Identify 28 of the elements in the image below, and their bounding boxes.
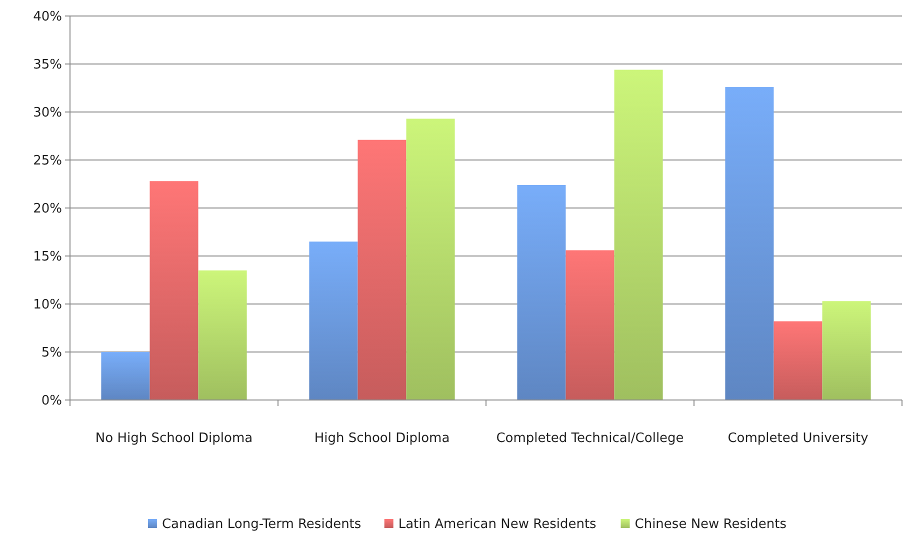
bar — [198, 270, 247, 400]
bar — [822, 301, 871, 400]
x-tick-label: High School Diploma — [314, 431, 450, 446]
x-tick-label: Completed University — [728, 431, 869, 446]
bar — [406, 118, 455, 400]
bar — [517, 184, 566, 400]
y-tick-label: 5% — [41, 346, 62, 361]
bar — [150, 181, 198, 400]
bar — [101, 352, 150, 400]
y-tick-label: 20% — [33, 202, 62, 217]
bar — [774, 321, 822, 400]
legend-label: Canadian Long-Term Residents — [162, 517, 362, 532]
bar — [566, 250, 614, 400]
y-tick-label: 30% — [33, 106, 62, 121]
legend-label: Chinese New Residents — [634, 517, 787, 532]
bar — [358, 140, 406, 400]
y-tick-label: 0% — [41, 394, 62, 409]
x-tick-label: No High School Diploma — [95, 431, 253, 446]
legend-label: Latin American New Residents — [398, 517, 597, 532]
y-tick-label: 35% — [33, 58, 62, 73]
bar — [309, 242, 358, 400]
y-tick-label: 40% — [33, 10, 62, 25]
y-tick-label: 25% — [33, 154, 62, 169]
y-tick-label: 15% — [33, 250, 62, 265]
bar — [725, 87, 774, 400]
y-tick-label: 10% — [33, 298, 62, 313]
x-tick-label: Completed Technical/College — [496, 431, 684, 446]
bar — [614, 70, 663, 400]
